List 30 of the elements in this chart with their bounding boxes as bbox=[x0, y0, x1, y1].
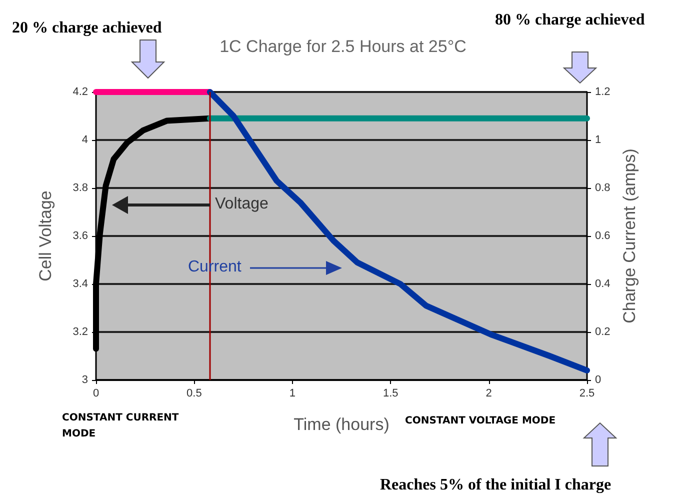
text: 20 % charge achieved bbox=[12, 20, 162, 36]
y2-tick-label: 0.4 bbox=[595, 278, 610, 290]
y2-tick-label: 0.6 bbox=[595, 230, 610, 242]
y2-tick-label: 1.2 bbox=[595, 86, 610, 98]
text: CONSTANT CURRENT MODE bbox=[62, 412, 182, 440]
x-tick-label: 0 bbox=[92, 388, 100, 400]
y2-tick-label: 0.8 bbox=[595, 182, 610, 194]
y2-tick-label: 0.2 bbox=[595, 326, 610, 338]
chart-title: 1C Charge for 2.5 Hours at 25°C bbox=[220, 37, 466, 56]
text: Reaches 5% of the initial I charge bbox=[380, 476, 612, 494]
y-tick-label: 3.6 bbox=[72, 230, 88, 242]
text: Voltage bbox=[215, 196, 268, 212]
y-axis-title: Cell Voltage bbox=[36, 190, 55, 282]
y2-tick-label: 0 bbox=[595, 374, 602, 386]
y-tick-label: 3.4 bbox=[72, 278, 88, 290]
x-axis-title: Time (hours) bbox=[294, 415, 390, 434]
x-tick-label: 1 bbox=[289, 388, 296, 400]
y-tick-label: 4.2 bbox=[72, 86, 88, 98]
x-tick-label: 2.5 bbox=[579, 388, 595, 400]
y2-axis-title: Charge Current (amps) bbox=[620, 148, 640, 324]
text: 80 % charge achieved bbox=[495, 12, 645, 28]
x-tick-label: 0.5 bbox=[186, 388, 202, 400]
text: CONSTANT VOLTAGE MODE bbox=[405, 416, 556, 426]
x-tick-label: 1.5 bbox=[382, 388, 398, 400]
y-tick-label: 3.8 bbox=[72, 182, 88, 194]
x-tick-label: 2 bbox=[486, 388, 492, 400]
y2-tick-label: 1 bbox=[595, 134, 602, 146]
y-tick-label: 3.2 bbox=[72, 326, 88, 338]
y-tick-label: 3 bbox=[82, 374, 88, 386]
y-tick-label: 4 bbox=[82, 134, 88, 146]
